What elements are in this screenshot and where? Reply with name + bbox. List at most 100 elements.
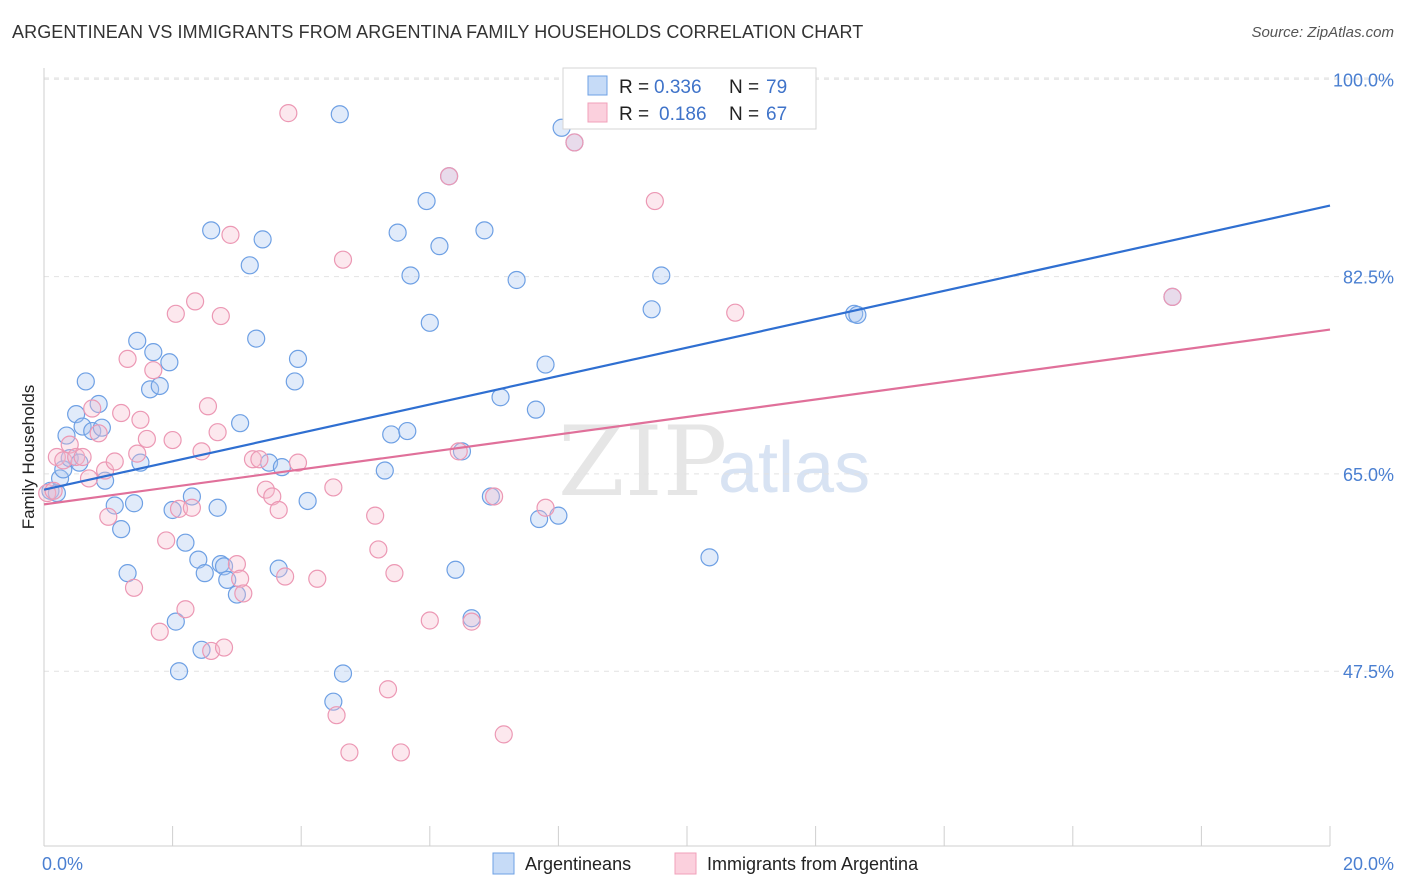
argentineans-point <box>530 509 549 529</box>
bottom-legend-swatch-blue <box>492 852 515 875</box>
immigrants-point <box>89 424 108 443</box>
trend-lines <box>43 204 1331 506</box>
legend-n-label-1: N = <box>729 77 759 98</box>
immigrants-point <box>449 442 468 461</box>
immigrants-point <box>166 304 185 323</box>
immigrants-point <box>340 743 359 762</box>
immigrants-point <box>137 429 156 449</box>
immigrants-points <box>38 104 1182 762</box>
argentineans-point <box>92 418 111 437</box>
argentineans-point <box>208 498 227 517</box>
bottom-legend-swatch-pink <box>674 852 697 875</box>
argentineans-point <box>253 230 272 249</box>
y-tick-label: 47.5% <box>1343 662 1394 682</box>
argentineans-point <box>700 548 719 567</box>
immigrants-point <box>333 250 353 269</box>
immigrants-point <box>99 507 118 526</box>
legend: R = 0.336 N = 79 R = 0.186 N = 67 <box>562 67 817 130</box>
immigrants-point <box>366 506 385 525</box>
x-axis-ticks <box>172 826 1331 846</box>
immigrants-point <box>221 225 240 244</box>
immigrants-point <box>150 622 169 641</box>
argentineans-point <box>240 256 259 275</box>
y-tick-label: 100.0% <box>1333 70 1394 90</box>
immigrants-point <box>276 567 295 586</box>
argentineans-point <box>211 555 230 574</box>
immigrants-point <box>645 191 664 211</box>
argentineans-point <box>73 417 92 436</box>
immigrants-point <box>439 167 459 186</box>
immigrants-point <box>385 564 404 583</box>
argentineans-point <box>150 376 169 396</box>
immigrants-point <box>391 743 410 762</box>
immigrants-point <box>288 453 308 472</box>
immigrants-point <box>269 500 288 520</box>
immigrants-point <box>144 361 163 380</box>
argentineans-point <box>163 500 182 520</box>
watermark-atlas: atlas <box>718 428 870 508</box>
immigrants-point <box>105 452 124 471</box>
legend-r-label-1: R = <box>619 77 649 98</box>
immigrants-point <box>327 706 346 725</box>
argentineans-point <box>285 372 304 391</box>
immigrants-point <box>67 447 86 467</box>
immigrants-point <box>157 531 176 550</box>
immigrants-point <box>83 399 102 418</box>
argentineans-point <box>298 491 317 511</box>
x-tick-label-max: 20.0% <box>1343 854 1394 874</box>
bottom-legend-label-immigrants: Immigrants from Argentina <box>707 854 919 874</box>
immigrants-point <box>44 481 63 500</box>
argentineans-point <box>375 461 394 480</box>
source-credit: Source: ZipAtlas.com <box>1251 24 1394 41</box>
immigrants-point <box>227 555 246 574</box>
immigrants-point <box>128 444 147 463</box>
argentineans-point <box>536 355 555 374</box>
y-tick-label: 82.5% <box>1343 268 1394 288</box>
immigrants-point <box>369 540 388 559</box>
argentineans-point <box>140 380 160 399</box>
argentineans-point <box>475 221 494 240</box>
argentineans-point <box>128 331 147 350</box>
argentineans-point <box>192 640 211 659</box>
argentineans-point <box>202 221 221 240</box>
x-tick-label-min: 0.0% <box>42 854 83 874</box>
argentineans-point <box>420 313 439 332</box>
immigrants-point <box>1163 287 1182 306</box>
immigrants-point <box>420 611 439 630</box>
argentineans-point <box>388 223 407 242</box>
argentineans-point <box>430 237 449 256</box>
immigrants-point <box>234 584 253 603</box>
argentineans-point <box>176 533 195 552</box>
argentineans-point <box>333 664 353 683</box>
argentineans-point <box>112 520 131 539</box>
argentineans-point <box>166 612 185 631</box>
argentineans-point <box>398 421 417 441</box>
argentineans-point <box>195 564 214 583</box>
legend-swatch-pink <box>587 102 608 123</box>
immigrants-trend-line <box>43 328 1331 506</box>
watermark-zip: ZIP <box>558 406 727 518</box>
immigrants-point <box>308 569 327 588</box>
y-tick-label: 65.0% <box>1343 465 1394 485</box>
argentineans-point <box>70 453 89 472</box>
legend-r-value-2: 0.186 <box>659 104 707 125</box>
argentineans-point <box>526 400 545 419</box>
argentineans-point <box>160 353 179 372</box>
immigrants-point <box>378 680 398 699</box>
y-axis-title: Family Households <box>19 385 38 530</box>
immigrants-point <box>565 133 584 152</box>
immigrants-point <box>279 104 298 123</box>
argentineans-point <box>247 329 266 348</box>
legend-n-label-2: N = <box>729 104 759 125</box>
immigrants-point <box>231 569 250 588</box>
argentineans-point <box>382 425 401 444</box>
argentineans-point <box>446 560 465 579</box>
immigrants-point <box>494 725 513 744</box>
argentineans-point <box>76 372 95 391</box>
argentineans-point <box>491 388 510 407</box>
immigrants-point <box>256 480 275 499</box>
legend-swatch-blue <box>587 75 608 96</box>
immigrants-point <box>536 498 555 517</box>
argentineans-point <box>417 191 436 211</box>
